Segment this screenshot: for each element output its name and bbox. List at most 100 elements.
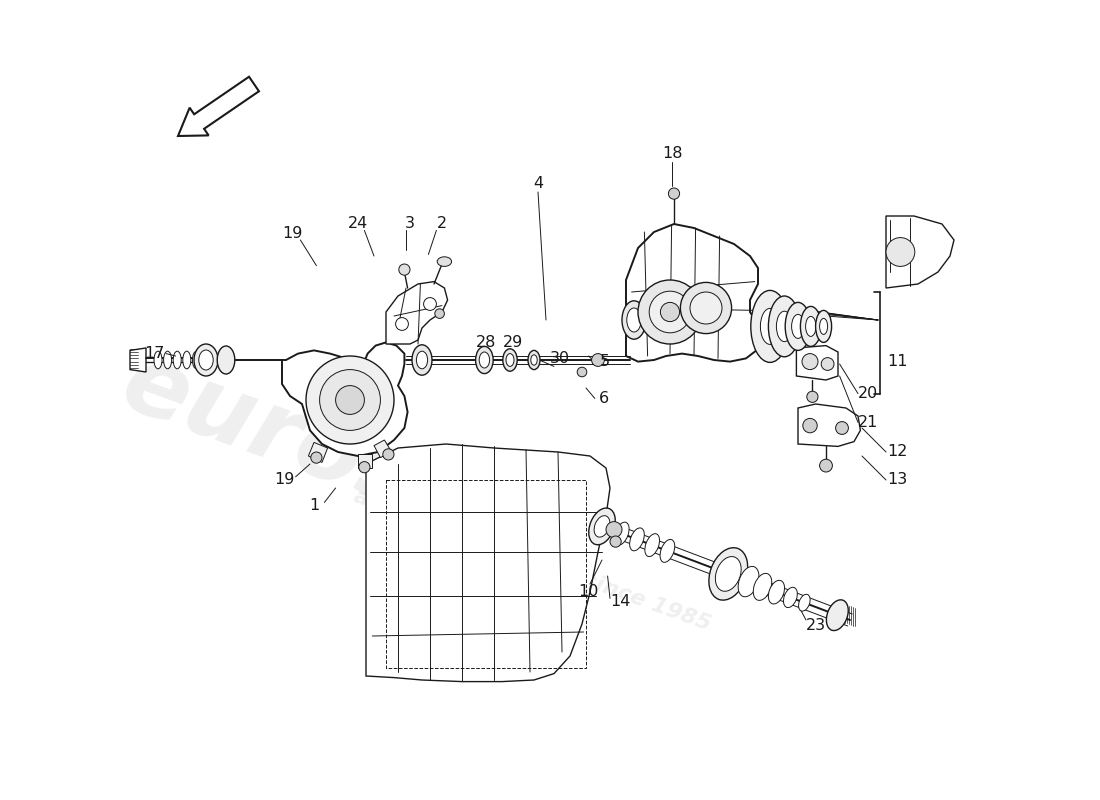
Polygon shape <box>130 348 146 372</box>
Ellipse shape <box>660 539 674 562</box>
Circle shape <box>803 418 817 433</box>
Ellipse shape <box>417 351 428 369</box>
Text: 4: 4 <box>532 177 543 191</box>
Text: 24: 24 <box>348 217 369 231</box>
Ellipse shape <box>751 290 789 362</box>
Text: eurospar: eurospar <box>110 336 603 592</box>
Ellipse shape <box>815 310 832 342</box>
Circle shape <box>396 318 408 330</box>
Circle shape <box>578 367 586 377</box>
Ellipse shape <box>594 516 609 537</box>
Text: 19: 19 <box>283 226 302 241</box>
Ellipse shape <box>645 534 660 557</box>
Circle shape <box>592 354 604 366</box>
Text: 20: 20 <box>858 386 879 401</box>
Text: 10: 10 <box>579 585 598 599</box>
Ellipse shape <box>785 302 811 350</box>
Circle shape <box>399 264 410 275</box>
Ellipse shape <box>769 580 784 604</box>
Polygon shape <box>626 224 760 362</box>
Ellipse shape <box>183 351 190 369</box>
Polygon shape <box>366 444 610 682</box>
Ellipse shape <box>480 352 490 368</box>
Polygon shape <box>308 442 328 462</box>
Ellipse shape <box>805 317 816 336</box>
Ellipse shape <box>192 351 200 369</box>
Ellipse shape <box>820 318 827 334</box>
Polygon shape <box>358 454 373 468</box>
Ellipse shape <box>154 351 162 369</box>
Circle shape <box>424 298 437 310</box>
Ellipse shape <box>769 296 801 357</box>
Circle shape <box>836 422 848 434</box>
Ellipse shape <box>412 345 432 375</box>
Circle shape <box>359 462 370 473</box>
Text: 12: 12 <box>887 445 907 459</box>
Ellipse shape <box>531 354 537 365</box>
Ellipse shape <box>588 508 615 545</box>
Ellipse shape <box>506 354 514 366</box>
Ellipse shape <box>738 566 759 597</box>
Ellipse shape <box>164 351 172 369</box>
Circle shape <box>690 292 722 324</box>
Ellipse shape <box>792 314 804 338</box>
Text: 21: 21 <box>858 415 879 430</box>
Polygon shape <box>886 216 954 288</box>
Ellipse shape <box>437 257 452 266</box>
Circle shape <box>681 282 732 334</box>
Polygon shape <box>798 404 860 446</box>
Ellipse shape <box>503 349 517 371</box>
Ellipse shape <box>783 587 798 607</box>
Text: 23: 23 <box>805 618 826 633</box>
Ellipse shape <box>627 308 641 332</box>
Circle shape <box>649 291 691 333</box>
Ellipse shape <box>708 548 748 600</box>
Text: 3: 3 <box>405 217 415 231</box>
Circle shape <box>311 452 322 463</box>
Circle shape <box>383 449 394 460</box>
Circle shape <box>886 238 915 266</box>
Circle shape <box>802 354 818 370</box>
Text: 28: 28 <box>476 335 496 350</box>
Polygon shape <box>282 342 408 456</box>
Text: 30: 30 <box>550 351 570 366</box>
Circle shape <box>606 522 621 538</box>
Text: 11: 11 <box>887 354 907 369</box>
Ellipse shape <box>621 301 646 339</box>
Ellipse shape <box>615 522 629 545</box>
Circle shape <box>638 280 702 344</box>
Ellipse shape <box>194 344 218 376</box>
Ellipse shape <box>799 594 810 611</box>
Circle shape <box>336 386 364 414</box>
Circle shape <box>610 536 621 547</box>
Text: 6: 6 <box>600 391 609 406</box>
Circle shape <box>822 358 834 370</box>
Text: 5: 5 <box>600 354 609 369</box>
Polygon shape <box>374 440 392 458</box>
Polygon shape <box>796 346 838 380</box>
Ellipse shape <box>217 346 234 374</box>
Circle shape <box>660 302 680 322</box>
Polygon shape <box>386 282 448 344</box>
Text: 17: 17 <box>144 346 164 361</box>
Circle shape <box>806 391 818 402</box>
Ellipse shape <box>528 350 540 370</box>
Ellipse shape <box>715 557 741 591</box>
Text: 13: 13 <box>887 473 907 487</box>
Text: 29: 29 <box>503 335 524 350</box>
Text: 2: 2 <box>437 217 447 231</box>
Text: 1: 1 <box>309 498 319 513</box>
Ellipse shape <box>826 600 848 630</box>
Circle shape <box>669 188 680 199</box>
Ellipse shape <box>754 574 772 600</box>
Ellipse shape <box>777 311 792 342</box>
Text: 18: 18 <box>662 146 683 161</box>
Circle shape <box>434 309 444 318</box>
Circle shape <box>320 370 381 430</box>
Text: 14: 14 <box>610 594 630 609</box>
Ellipse shape <box>475 346 493 374</box>
Ellipse shape <box>173 351 182 369</box>
Ellipse shape <box>760 309 780 344</box>
Circle shape <box>820 459 833 472</box>
Ellipse shape <box>199 350 213 370</box>
